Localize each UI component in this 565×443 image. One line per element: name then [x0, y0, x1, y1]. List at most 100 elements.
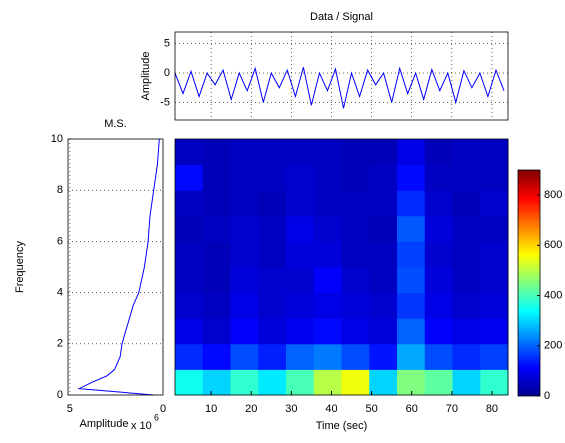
heatmap-cell [258, 318, 287, 345]
y-axis-label: Frequency [14, 241, 26, 293]
heatmap-cell [424, 215, 453, 242]
axes-frame [67, 138, 164, 396]
chart-title: Data / Signal [310, 11, 373, 23]
signal-line [174, 66, 505, 109]
heatmap-cell [452, 241, 481, 268]
heatmap-cell [202, 139, 231, 166]
colorbar [517, 169, 541, 397]
y-axis-label: Amplitude [140, 52, 152, 101]
heatmap-cell [286, 292, 315, 319]
heatmap-cell [397, 292, 426, 319]
x-tick-label: 0 [160, 403, 166, 415]
heatmap-cell [480, 343, 509, 370]
y-tick-label: 8 [57, 184, 63, 196]
heatmap-cell [341, 292, 370, 319]
heatmap-cell [230, 241, 259, 268]
heatmap-cell [313, 190, 342, 217]
heatmap-cell [202, 241, 231, 268]
heatmap-cell [175, 318, 204, 345]
heatmap-cell [175, 267, 204, 294]
x-axis-label: Amplitude [80, 418, 129, 430]
heatmap-cell [258, 164, 287, 191]
colorbar-tick-label: 600 [544, 239, 562, 251]
colorbar-tick-label: 200 [544, 340, 562, 352]
heatmap-cell [286, 267, 315, 294]
y-tick-label: 4 [57, 287, 63, 299]
x-tick-label: 10 [205, 403, 217, 415]
heatmap-cell [258, 292, 287, 319]
y-tick-label: -5 [160, 96, 170, 108]
heatmap-cell [230, 190, 259, 217]
y-tick-label: 10 [51, 133, 63, 145]
heatmap-cell [230, 292, 259, 319]
x-tick-label: 80 [486, 403, 498, 415]
x-tick-label: 30 [285, 403, 297, 415]
heatmap-cell [480, 292, 509, 319]
heatmap-cell [369, 190, 398, 217]
heatmap-cell [369, 139, 398, 166]
heatmap-cell [313, 292, 342, 319]
heatmap-cell [230, 139, 259, 166]
heatmap-cell [369, 318, 398, 345]
heatmap-cell [258, 190, 287, 217]
heatmap-cell [424, 190, 453, 217]
heatmap-cell [369, 369, 398, 396]
heatmap-cell [341, 267, 370, 294]
spectrum-line [77, 138, 160, 396]
heatmap-cell [202, 215, 231, 242]
heatmap-cell [452, 139, 481, 166]
heatmap-cell [369, 215, 398, 242]
heatmap-cell [258, 139, 287, 166]
heatmap-cell [424, 164, 453, 191]
heatmap-cell [286, 164, 315, 191]
heatmap-cell [397, 318, 426, 345]
heatmap-cell [480, 139, 509, 166]
colorbar-tick-label: 400 [544, 289, 562, 301]
heatmap-cell [397, 164, 426, 191]
heatmap-cell [452, 267, 481, 294]
heatmap-cell [286, 318, 315, 345]
plot-area [68, 139, 163, 395]
heatmap-cell [480, 267, 509, 294]
heatmap-cell [230, 267, 259, 294]
heatmap-cell [286, 215, 315, 242]
heatmap-cell [397, 343, 426, 370]
heatmap-cell [230, 343, 259, 370]
y-tick-label: 0 [57, 389, 63, 401]
heatmap-cell [480, 241, 509, 268]
heatmap-cell [175, 292, 204, 319]
heatmap-cell [424, 267, 453, 294]
heatmap-cell [452, 343, 481, 370]
plot-area [175, 32, 508, 120]
heatmap-cell [258, 215, 287, 242]
heatmap-cell [424, 318, 453, 345]
heatmap-cell [480, 369, 509, 396]
heatmap-cell [202, 369, 231, 396]
heatmap-cell [369, 292, 398, 319]
heatmap-cell [175, 139, 204, 166]
heatmap-cell [369, 164, 398, 191]
heatmap-cell [341, 190, 370, 217]
x-tick-label: 40 [325, 403, 337, 415]
heatmap-cell [175, 241, 204, 268]
colorbar-tick-label: 800 [544, 189, 562, 201]
heatmap-cell [202, 164, 231, 191]
heatmap-cell [480, 190, 509, 217]
y-tick-label: 2 [57, 338, 63, 350]
x-tick-label: 20 [245, 403, 257, 415]
heatmap-cell [369, 241, 398, 268]
axes-frame [174, 138, 509, 396]
heatmap-cell [286, 343, 315, 370]
chart-title: M.S. [104, 118, 127, 130]
heatmap-cell [397, 267, 426, 294]
heatmap-cell [175, 164, 204, 191]
heatmap-cell [452, 164, 481, 191]
heatmap-cell [202, 267, 231, 294]
heatmap-cell [258, 267, 287, 294]
y-tick-label: 6 [57, 235, 63, 247]
heatmap-cell [397, 369, 426, 396]
x-tick-label: 50 [365, 403, 377, 415]
heatmap-cell [452, 215, 481, 242]
heatmap-cell [480, 318, 509, 345]
